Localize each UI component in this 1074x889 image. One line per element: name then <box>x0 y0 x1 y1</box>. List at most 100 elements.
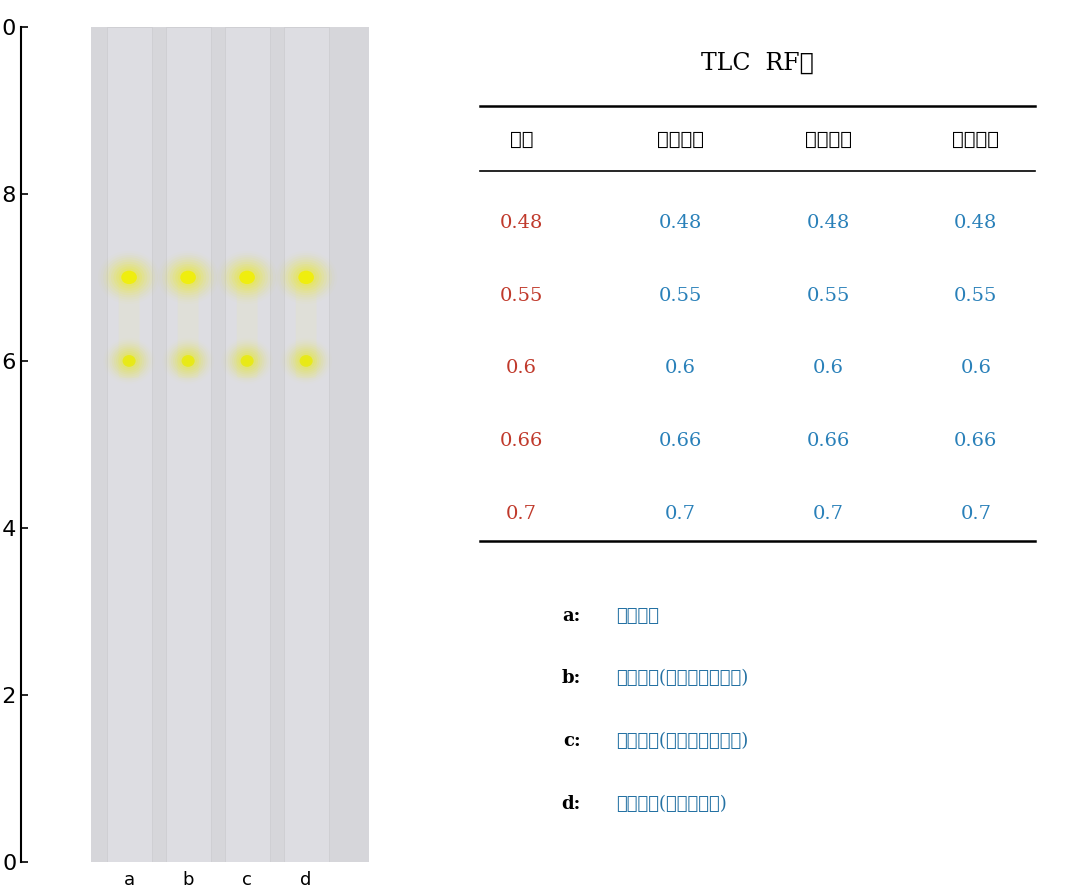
Text: 0.66: 0.66 <box>499 432 543 450</box>
Text: c:: c: <box>563 733 580 750</box>
Ellipse shape <box>186 275 191 280</box>
Ellipse shape <box>236 351 258 371</box>
Ellipse shape <box>295 268 317 286</box>
Ellipse shape <box>119 268 140 286</box>
Ellipse shape <box>230 345 264 377</box>
Text: 0.48: 0.48 <box>954 214 998 232</box>
Ellipse shape <box>232 348 262 374</box>
FancyBboxPatch shape <box>177 282 199 378</box>
Ellipse shape <box>177 351 199 371</box>
Ellipse shape <box>245 275 250 280</box>
Text: 혼합음료: 혼합음료 <box>804 131 852 148</box>
Ellipse shape <box>240 270 255 284</box>
Text: TLC  RF값: TLC RF값 <box>701 52 814 75</box>
Ellipse shape <box>116 266 142 289</box>
Ellipse shape <box>175 266 201 289</box>
Bar <box>284 27 329 862</box>
FancyBboxPatch shape <box>119 282 140 378</box>
Ellipse shape <box>112 345 146 377</box>
Ellipse shape <box>300 355 313 367</box>
Ellipse shape <box>304 359 308 363</box>
Text: 0.6: 0.6 <box>506 359 537 378</box>
Ellipse shape <box>182 355 194 367</box>
Bar <box>106 27 151 862</box>
Ellipse shape <box>173 264 204 291</box>
Text: 0.6: 0.6 <box>960 359 991 378</box>
Ellipse shape <box>179 353 197 369</box>
Ellipse shape <box>300 355 313 367</box>
Ellipse shape <box>301 273 311 282</box>
Ellipse shape <box>232 264 263 291</box>
Ellipse shape <box>304 275 308 280</box>
Text: 0.55: 0.55 <box>499 287 543 305</box>
Ellipse shape <box>114 264 145 291</box>
Text: 0.66: 0.66 <box>659 432 702 450</box>
Ellipse shape <box>121 270 136 284</box>
Ellipse shape <box>288 261 324 293</box>
Ellipse shape <box>245 359 249 363</box>
Ellipse shape <box>116 349 142 372</box>
Ellipse shape <box>297 353 315 369</box>
Ellipse shape <box>114 348 144 374</box>
Text: 0.6: 0.6 <box>813 359 844 378</box>
Text: d:: d: <box>561 795 580 813</box>
Text: 0.48: 0.48 <box>659 214 702 232</box>
Ellipse shape <box>173 348 203 374</box>
Text: 0.55: 0.55 <box>807 287 850 305</box>
Ellipse shape <box>299 270 314 284</box>
Ellipse shape <box>223 257 271 298</box>
Text: 루틴: 루틴 <box>510 131 533 148</box>
Ellipse shape <box>243 357 251 364</box>
Text: 탄산음료(썬키스트휘미리): 탄산음료(썬키스트휘미리) <box>615 669 749 687</box>
Text: 0.7: 0.7 <box>813 505 844 523</box>
Text: 0.7: 0.7 <box>960 505 991 523</box>
Ellipse shape <box>227 260 267 295</box>
Bar <box>165 27 211 862</box>
Ellipse shape <box>241 355 253 367</box>
Ellipse shape <box>299 270 314 284</box>
Text: 혼합음료(썬니텐스파클링): 혼합음료(썬니텐스파클링) <box>615 733 749 750</box>
Ellipse shape <box>118 351 140 371</box>
Ellipse shape <box>186 359 190 363</box>
Ellipse shape <box>177 268 199 286</box>
Ellipse shape <box>240 270 255 284</box>
Ellipse shape <box>122 355 135 367</box>
Text: 0.66: 0.66 <box>954 432 998 450</box>
Ellipse shape <box>241 355 253 367</box>
Ellipse shape <box>182 355 194 367</box>
Text: 0.55: 0.55 <box>659 287 702 305</box>
FancyBboxPatch shape <box>295 282 317 378</box>
Ellipse shape <box>293 266 319 289</box>
Ellipse shape <box>293 349 319 372</box>
Ellipse shape <box>234 266 260 289</box>
Text: 0.7: 0.7 <box>665 505 696 523</box>
Ellipse shape <box>238 353 256 369</box>
Ellipse shape <box>183 273 193 282</box>
Ellipse shape <box>168 260 209 295</box>
Ellipse shape <box>170 261 206 293</box>
Text: 루틴색소: 루틴색소 <box>615 607 658 625</box>
Ellipse shape <box>242 273 252 282</box>
Ellipse shape <box>236 268 258 286</box>
Ellipse shape <box>171 345 205 377</box>
Ellipse shape <box>121 270 136 284</box>
Ellipse shape <box>229 261 265 293</box>
Ellipse shape <box>164 257 212 298</box>
Ellipse shape <box>295 351 317 371</box>
Text: 0.48: 0.48 <box>499 214 543 232</box>
Ellipse shape <box>108 260 150 295</box>
Bar <box>224 27 270 862</box>
Ellipse shape <box>286 260 326 295</box>
Ellipse shape <box>175 349 201 372</box>
Ellipse shape <box>180 270 195 284</box>
Text: 탄산음료: 탄산음료 <box>657 131 705 148</box>
Ellipse shape <box>120 353 137 369</box>
Ellipse shape <box>302 357 310 364</box>
Ellipse shape <box>125 357 133 364</box>
Ellipse shape <box>282 257 330 298</box>
Text: 0.66: 0.66 <box>807 432 850 450</box>
Ellipse shape <box>184 357 192 364</box>
Ellipse shape <box>111 261 147 293</box>
FancyBboxPatch shape <box>236 282 258 378</box>
Text: 0.55: 0.55 <box>954 287 998 305</box>
